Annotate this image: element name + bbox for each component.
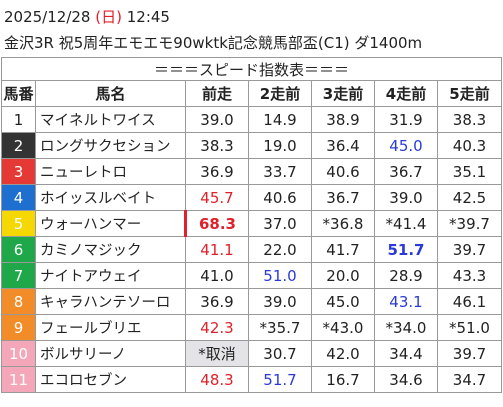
speed-index: *43.0	[311, 314, 375, 341]
speed-index: 51.0	[248, 262, 312, 289]
speed-index: 45.7	[185, 184, 249, 211]
speed-index: 38.3	[436, 106, 503, 133]
speed-index: 19.0	[248, 132, 312, 159]
speed-index: 45.0	[374, 132, 438, 159]
speed-index: 14.9	[248, 106, 312, 133]
horse-name: ロングサクセション	[35, 132, 186, 159]
horse-number: 8	[1, 288, 36, 315]
speed-index: *36.8	[311, 210, 375, 237]
horse-name: カミノマジック	[35, 236, 186, 263]
column-header: 馬名	[35, 80, 186, 107]
column-header: 5走前	[436, 80, 503, 107]
speed-index: 42.5	[436, 184, 503, 211]
horse-number: 9	[1, 314, 36, 341]
horse-name: エコロセブン	[35, 366, 186, 393]
speed-table: ＝＝＝スピード指数表＝＝＝ 馬番 馬名 前走 2走前 3走前 4走前 5走前 1 マイネルトワイ…	[0, 57, 503, 393]
speed-index: 48.3	[185, 366, 249, 393]
speed-index: *51.0	[436, 314, 503, 341]
speed-index: 34.4	[374, 340, 438, 367]
speed-index: 36.7	[311, 184, 375, 211]
table-caption: ＝＝＝スピード指数表＝＝＝	[0, 57, 503, 81]
speed-index: 41.7	[311, 236, 375, 263]
speed-index: 28.9	[374, 262, 438, 289]
speed-index: 39.0	[374, 184, 438, 211]
speed-index: 42.0	[311, 340, 375, 367]
speed-index: *35.7	[248, 314, 312, 341]
speed-index: 39.7	[436, 236, 503, 263]
horse-name: フェールブリエ	[35, 314, 186, 341]
speed-index: 43.3	[436, 262, 503, 289]
speed-index: 38.3	[185, 132, 249, 159]
horse-name: キャラハンテソーロ	[35, 288, 186, 315]
speed-index: 43.1	[374, 288, 438, 315]
column-header: 4走前	[374, 80, 438, 107]
speed-index: 35.1	[436, 158, 503, 185]
speed-index: 51.7	[374, 236, 438, 263]
horse-name: ホイッスルベイト	[35, 184, 186, 211]
horse-name: マイネルトワイス	[35, 106, 186, 133]
speed-index: 40.6	[311, 158, 375, 185]
speed-index: *39.7	[436, 210, 503, 237]
horse-name: ナイトアウェイ	[35, 262, 186, 289]
speed-index: 41.1	[185, 236, 249, 263]
horse-number: 7	[1, 262, 36, 289]
speed-index: 42.3	[185, 314, 249, 341]
speed-index: 16.7	[311, 366, 375, 393]
date-line: 2025/12/28 (日) 12:45	[4, 6, 170, 27]
speed-index: 33.7	[248, 158, 312, 185]
speed-index: *34.0	[374, 314, 438, 341]
speed-index: 46.1	[436, 288, 503, 315]
column-header: 3走前	[311, 80, 375, 107]
speed-index: 45.0	[311, 288, 375, 315]
speed-index: 68.3	[184, 210, 249, 237]
speed-index: 40.3	[436, 132, 503, 159]
speed-index: 34.7	[436, 366, 503, 393]
speed-index: 36.7	[374, 158, 438, 185]
horse-name: ウォーハンマー	[35, 210, 186, 237]
speed-index: 38.9	[311, 106, 375, 133]
column-header: 馬番	[1, 80, 36, 107]
horse-number: 6	[1, 236, 36, 263]
speed-index: 36.4	[311, 132, 375, 159]
speed-index: 39.0	[248, 288, 312, 315]
horse-name: ボルサリーノ	[35, 340, 186, 367]
speed-index: 39.7	[436, 340, 503, 367]
speed-index: *取消	[185, 340, 249, 367]
speed-index: 39.0	[185, 106, 249, 133]
speed-index: 40.6	[248, 184, 312, 211]
speed-index: 31.9	[374, 106, 438, 133]
speed-index: *41.4	[374, 210, 438, 237]
weekday: (日)	[95, 8, 122, 26]
horse-number: 2	[1, 132, 36, 159]
horse-name: ニューレトロ	[35, 158, 186, 185]
horse-number: 3	[1, 158, 36, 185]
speed-index: 22.0	[248, 236, 312, 263]
speed-index: 37.0	[248, 210, 312, 237]
date: 2025/12/28	[4, 8, 91, 26]
speed-index: 41.0	[185, 262, 249, 289]
column-header: 2走前	[248, 80, 312, 107]
horse-number: 4	[1, 184, 36, 211]
horse-number: 1	[1, 106, 36, 133]
speed-index: 20.0	[311, 262, 375, 289]
horse-number: 11	[1, 366, 36, 393]
speed-index: 30.7	[248, 340, 312, 367]
horse-number: 5	[1, 210, 36, 237]
speed-index: 36.9	[185, 158, 249, 185]
race-title: 金沢3R 祝5周年エモエモ90wktk記念競馬部盃(C1) ダ1400m	[4, 34, 423, 52]
horse-number: 10	[1, 340, 36, 367]
time: 12:45	[126, 8, 170, 26]
speed-index: 34.6	[374, 366, 438, 393]
speed-index: 51.7	[248, 366, 312, 393]
column-header: 前走	[185, 80, 249, 107]
speed-index: 36.9	[185, 288, 249, 315]
